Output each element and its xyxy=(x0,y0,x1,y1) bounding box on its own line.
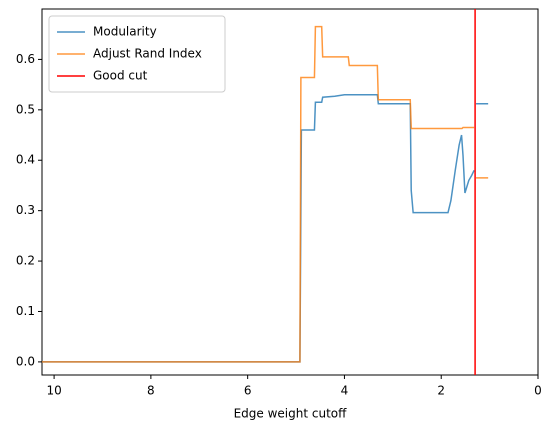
legend-box xyxy=(48,15,226,93)
x-tick-label: 2 xyxy=(437,384,445,398)
y-tick-label: 0.0 xyxy=(16,354,35,368)
legend-label: Adjust Rand Index xyxy=(93,47,202,61)
y-tick-label: 0.1 xyxy=(16,304,35,318)
y-tick-label: 0.3 xyxy=(16,203,35,217)
y-tick-label: 0.4 xyxy=(16,153,35,167)
y-tick-label: 0.2 xyxy=(16,254,35,268)
x-tick-label: 6 xyxy=(244,384,252,398)
x-tick-label: 8 xyxy=(147,384,155,398)
x-tick-label: 4 xyxy=(341,384,349,398)
series-line xyxy=(42,25,489,363)
y-tick-label: 0.6 xyxy=(16,52,35,66)
x-tick-label: 0 xyxy=(534,384,542,398)
x-axis-label: Edge weight cutoff xyxy=(234,407,348,421)
series-line xyxy=(42,93,489,363)
y-tick-label: 0.5 xyxy=(16,102,35,116)
x-tick-label: 10 xyxy=(46,384,61,398)
legend-label: Modularity xyxy=(93,25,157,39)
legend-label: Good cut xyxy=(93,69,148,83)
axes-frame xyxy=(41,8,539,376)
